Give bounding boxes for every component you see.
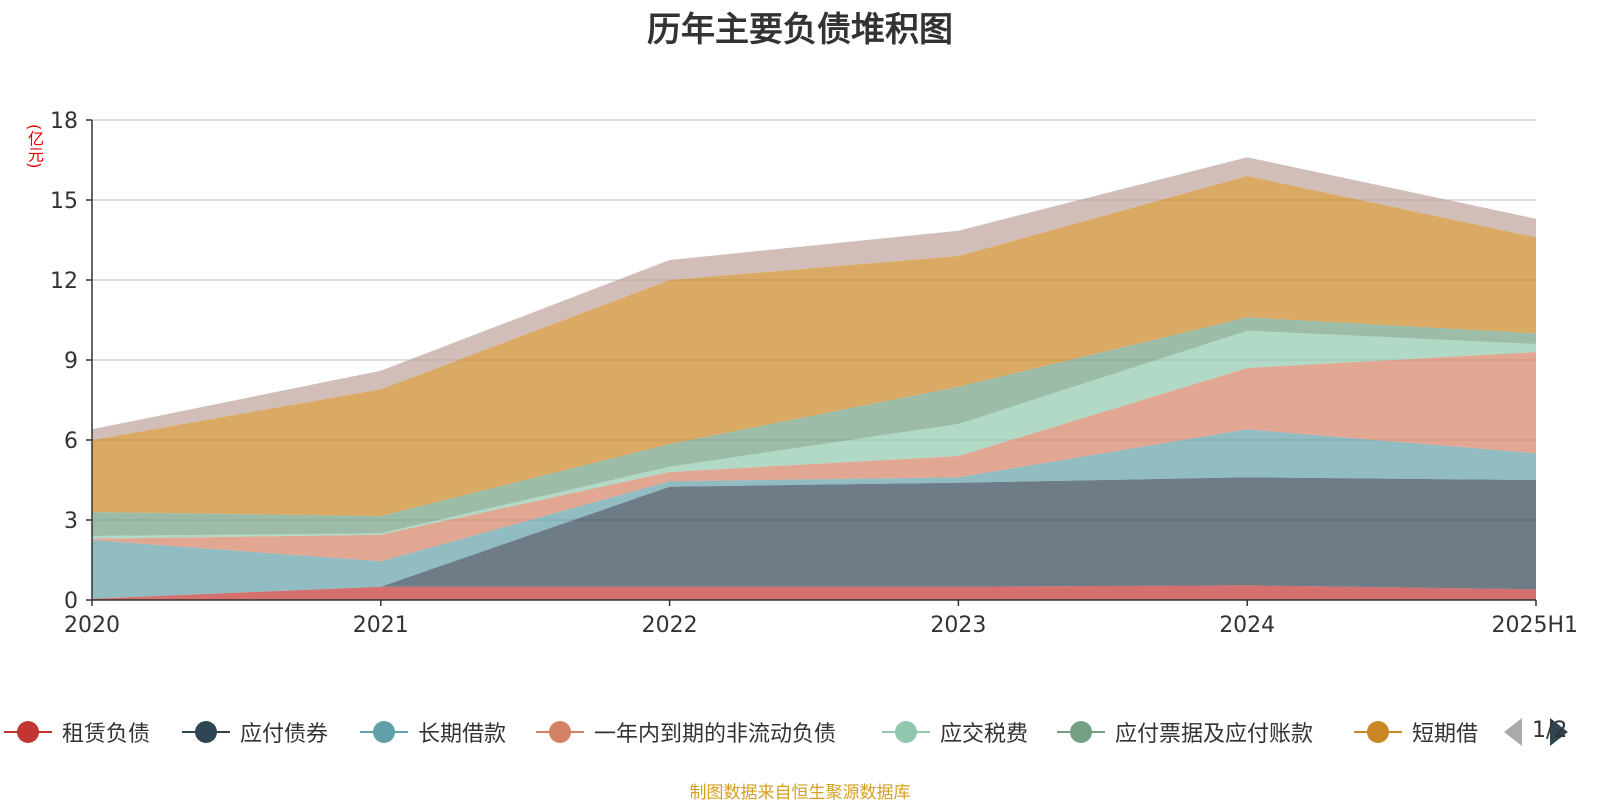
legend-marker-icon: [182, 721, 230, 743]
legend-item[interactable]: 应交税费: [880, 712, 1028, 752]
chart-title: 历年主要负债堆积图: [647, 10, 953, 50]
y-axis-unit-label: (亿元): [25, 123, 44, 169]
y-tick-label: 0: [64, 589, 78, 614]
area-series-3: [92, 352, 1536, 562]
legend-label: 长期借款: [418, 722, 507, 747]
legend-item[interactable]: 应付票据及应付账款: [1055, 712, 1313, 752]
legend-marker-icon: [4, 721, 52, 743]
y-tick-label: 9: [64, 349, 78, 374]
legend-label: 一年内到期的非流动负债: [594, 722, 837, 747]
legend-item[interactable]: 长期借款: [358, 712, 506, 752]
legend-label: 应付债券: [240, 722, 329, 747]
legend-prev-icon[interactable]: [1504, 718, 1522, 746]
x-tick-label: 2025H1: [1491, 613, 1578, 638]
axes: 0 3 6 9 12 15 18 2020 2021 2022 2023 2024 2025H1: [50, 109, 1578, 638]
source-note: 制图数据来自恒生聚源数据库: [689, 783, 911, 803]
area-series-1: [92, 477, 1536, 599]
area-series-0: [92, 585, 1536, 600]
x-tick-label: 2020: [64, 613, 120, 638]
legend-item[interactable]: 租赁负债: [2, 712, 150, 752]
area-series-6: [92, 176, 1536, 516]
legend-marker-icon: [536, 721, 584, 743]
legend-label: 短期借: [1412, 722, 1479, 747]
stacked-areas: [92, 157, 1536, 600]
area-series-5: [92, 317, 1536, 536]
legend-marker-icon: [1354, 721, 1402, 743]
y-tick-label: 18: [50, 109, 78, 134]
legend-pager: 1/2: [1500, 712, 1600, 752]
y-tick-label: 12: [50, 269, 78, 294]
legend-page-indicator: 1/2: [1532, 718, 1568, 743]
legend: 租赁负债 应付债券 长期借款 一年内到期的非流动负债 应交税费 应付票据及应付账款 短期借: [0, 712, 1600, 752]
x-tick-label: 2023: [930, 613, 986, 638]
legend-label: 应付票据及应付账款: [1115, 722, 1314, 747]
x-tick-label: 2024: [1219, 613, 1275, 638]
legend-item[interactable]: 应付债券: [180, 712, 328, 752]
legend-item[interactable]: 一年内到期的非流动负债: [534, 712, 836, 752]
y-tick-label: 15: [50, 189, 78, 214]
y-tick-label: 6: [64, 429, 78, 454]
legend-label: 应交税费: [940, 722, 1029, 747]
legend-next-icon[interactable]: [1550, 718, 1568, 746]
area-series-4: [92, 330, 1536, 539]
area-series-7: [92, 157, 1536, 441]
legend-marker-icon: [360, 721, 408, 743]
legend-marker-icon: [882, 721, 930, 743]
x-tick-label: 2021: [353, 613, 409, 638]
legend-marker-icon: [1057, 721, 1105, 743]
x-tick-label: 2022: [642, 613, 698, 638]
legend-item[interactable]: 短期借: [1352, 712, 1478, 752]
legend-label: 租赁负债: [62, 722, 151, 747]
area-chart: 0 3 6 9 12 15 18 2020 2021 2022 2023 2024 2025H1: [50, 109, 1578, 638]
y-tick-label: 3: [64, 509, 78, 534]
area-series-2: [92, 429, 1536, 599]
